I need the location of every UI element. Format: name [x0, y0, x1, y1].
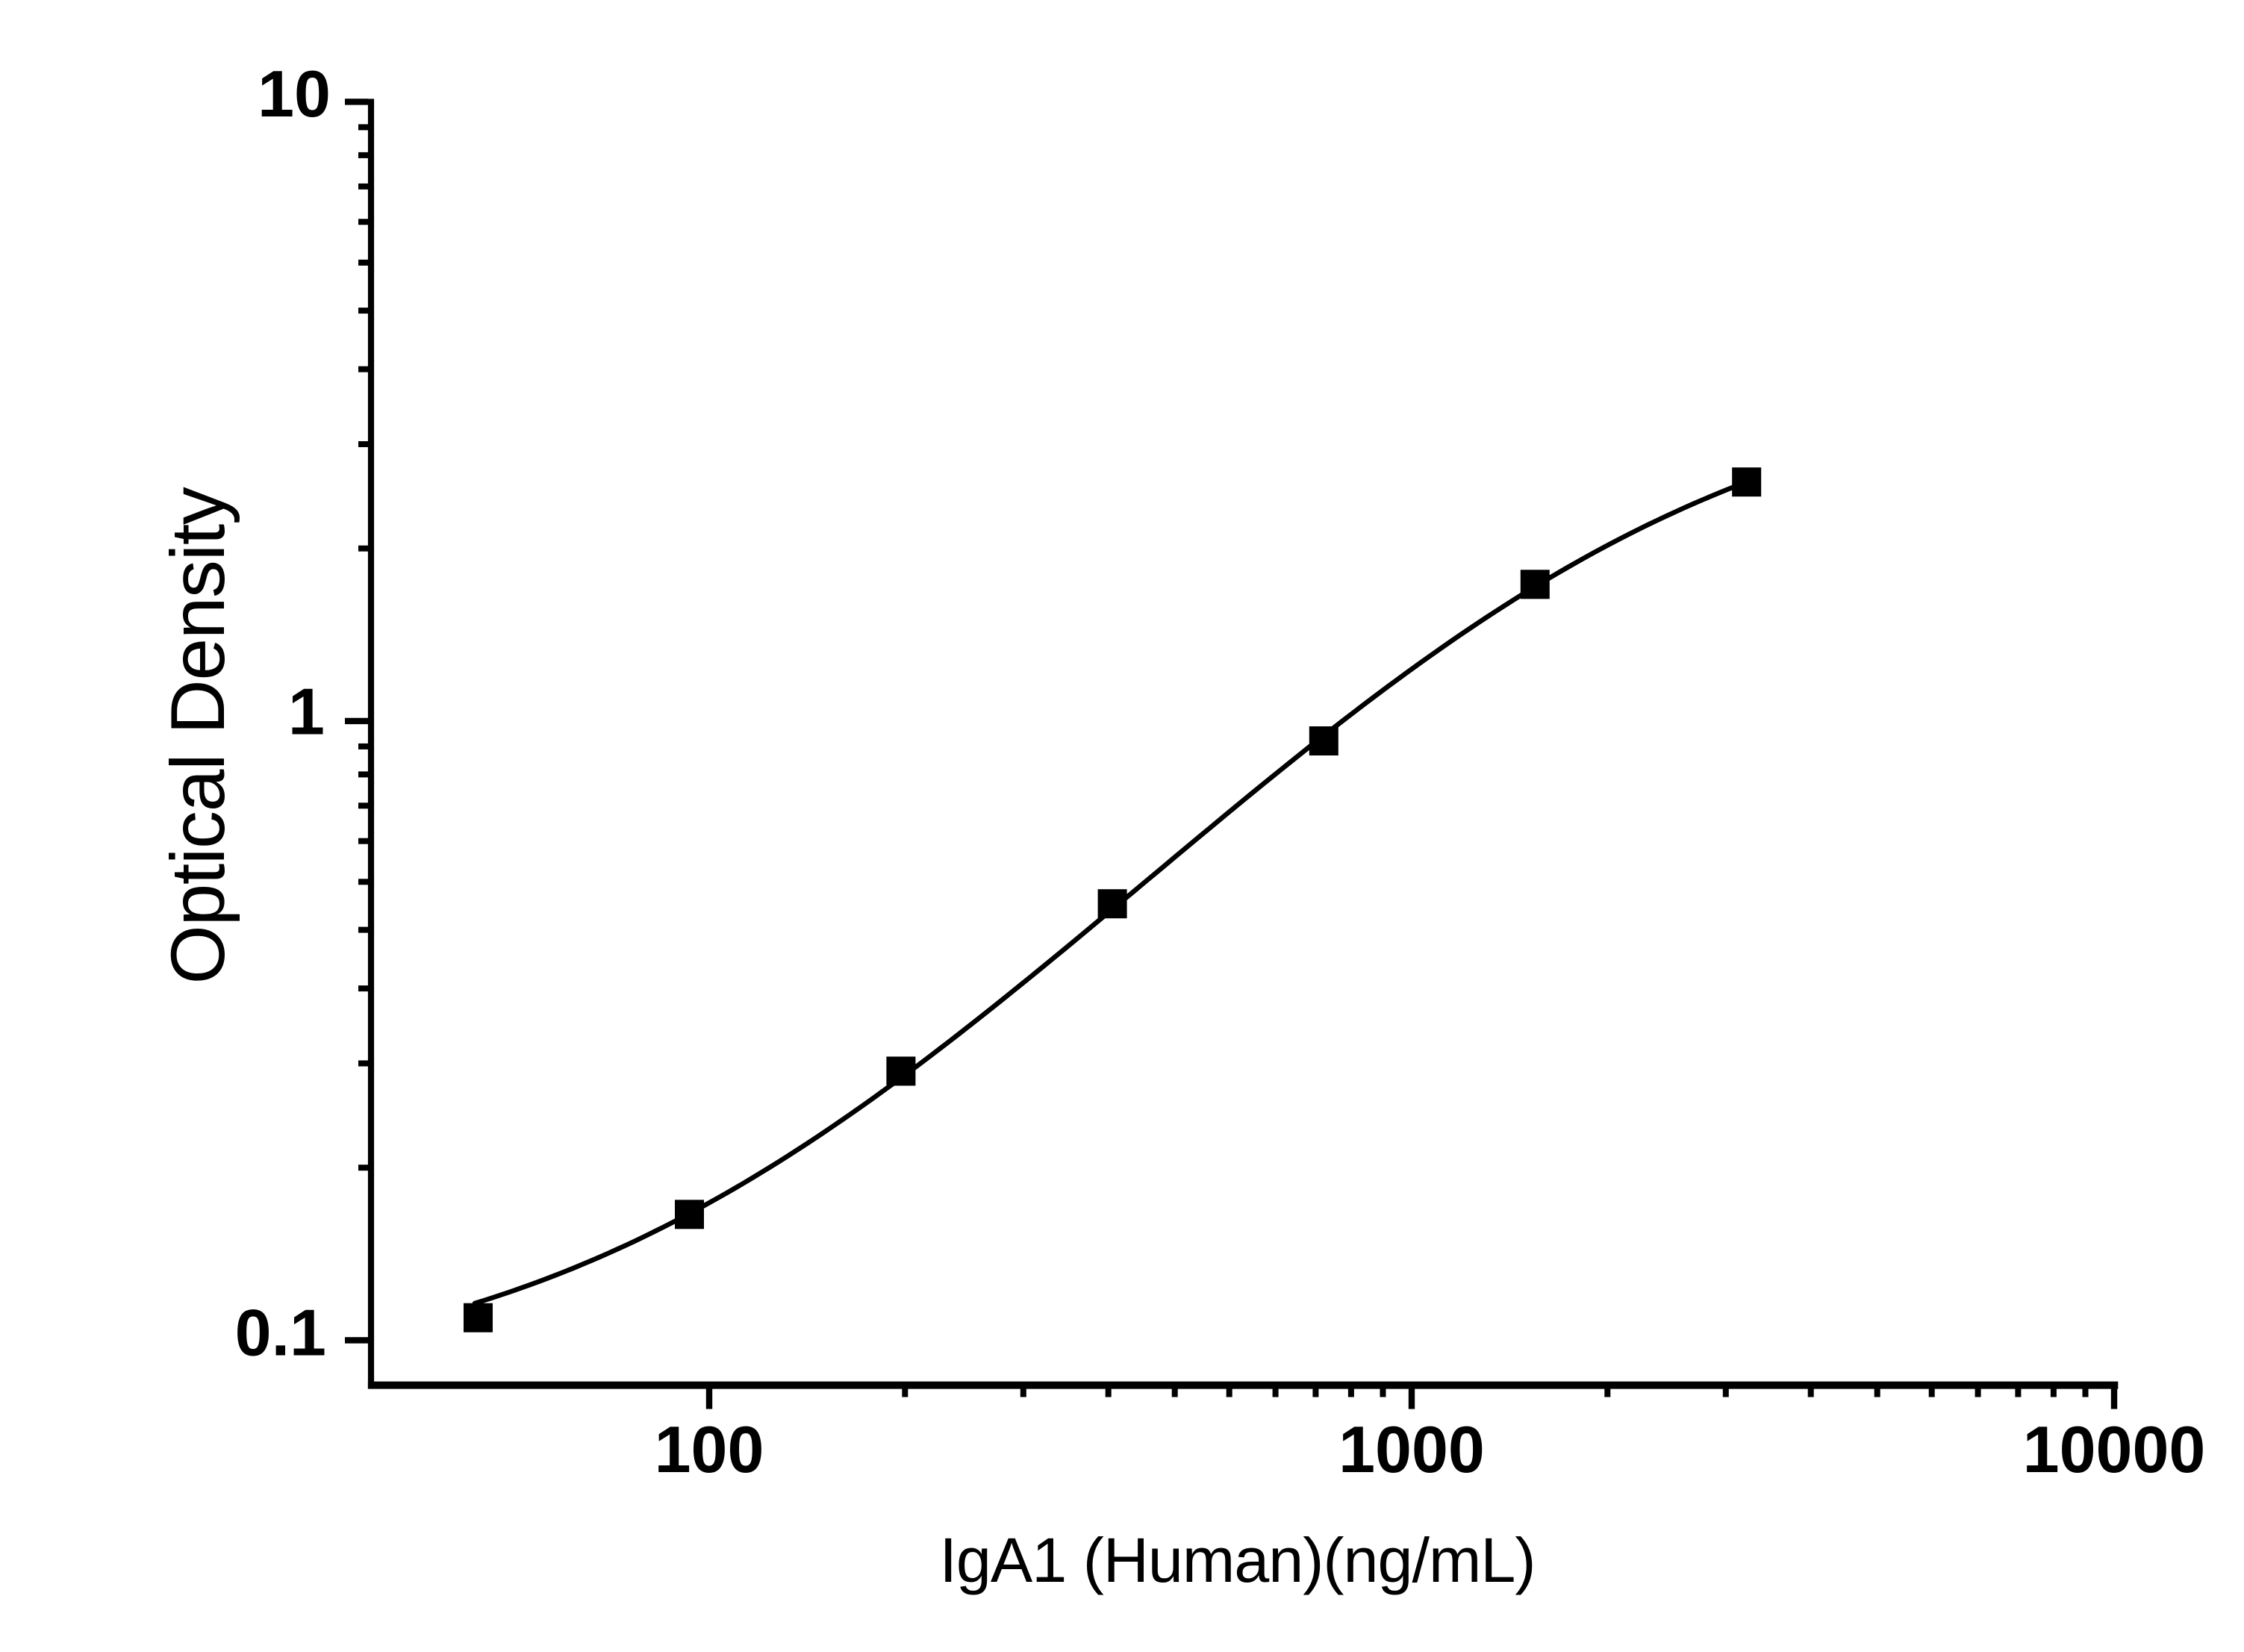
svg-text:1: 1 [288, 675, 325, 749]
svg-text:IgA1 (Human)(ng/mL): IgA1 (Human)(ng/mL) [939, 1525, 1535, 1595]
svg-text:Optical Density: Optical Density [155, 487, 240, 984]
svg-text:100: 100 [655, 1412, 764, 1486]
svg-text:0.1: 0.1 [235, 1296, 326, 1370]
svg-text:1000: 1000 [1338, 1412, 1485, 1486]
svg-text:10000: 10000 [2023, 1412, 2206, 1486]
svg-text:10: 10 [258, 57, 331, 131]
